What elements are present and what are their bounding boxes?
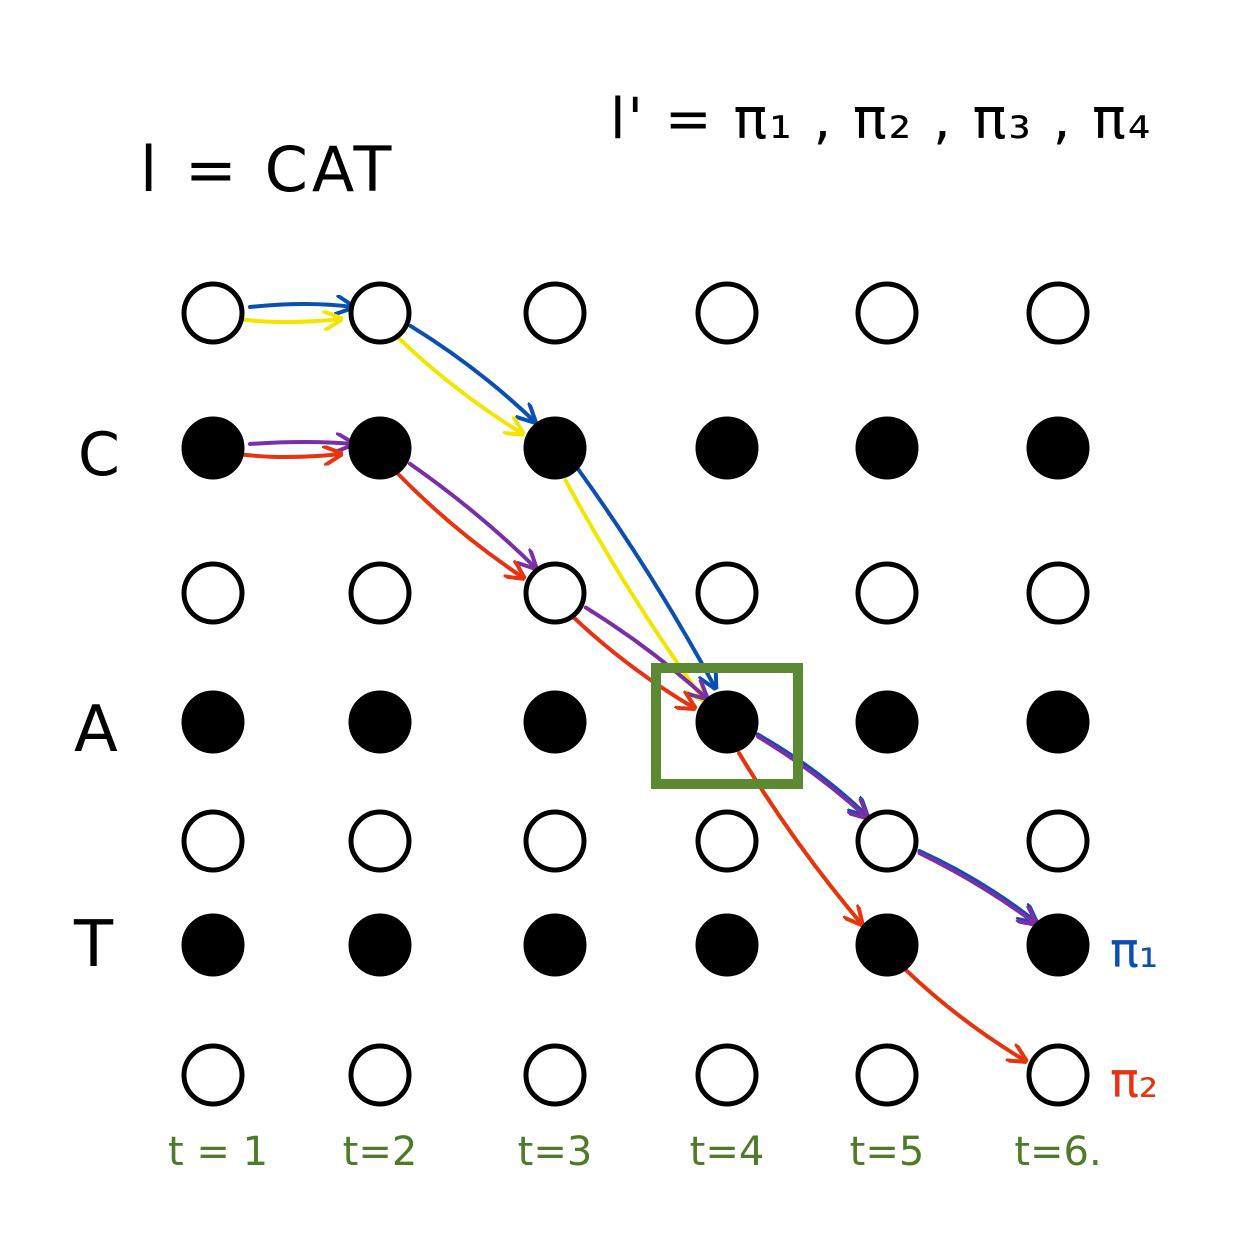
path-3-segment-0 — [236, 454, 341, 457]
empty-node-r0-c4 — [855, 281, 919, 345]
equation-l: l = CAT — [140, 133, 396, 206]
empty-node-r6-c0 — [181, 1043, 245, 1107]
filled-node-r1-c1 — [348, 416, 412, 480]
empty-node-r6-c4 — [855, 1043, 919, 1107]
path-3-segment-1 — [395, 471, 524, 578]
time-label-5: t=5 — [850, 1129, 925, 1175]
filled-node-r5-c0 — [181, 913, 245, 977]
empty-node-r0-c3 — [695, 281, 759, 345]
empty-node-r4-c1 — [348, 809, 412, 873]
time-label-2: t=2 — [343, 1129, 418, 1175]
filled-node-r1-c2 — [523, 416, 587, 480]
empty-node-r2-c4 — [855, 561, 919, 625]
empty-node-r6-c1 — [348, 1043, 412, 1107]
path-label-0: π₁ — [1110, 923, 1158, 979]
highlight-box — [651, 663, 803, 789]
path-3-segment-2 — [571, 615, 695, 709]
alignment-paths — [236, 304, 1036, 1061]
empty-node-r4-c2 — [523, 809, 587, 873]
row-label-t: T — [74, 908, 114, 982]
filled-node-r5-c3 — [695, 913, 759, 977]
empty-node-r2-c3 — [695, 561, 759, 625]
path-3-segment-4 — [903, 967, 1026, 1061]
path-1-segment-2 — [563, 478, 703, 700]
empty-node-r4-c5 — [1026, 809, 1090, 873]
filled-node-r3-c4 — [855, 690, 919, 754]
filled-node-r5-c5 — [1026, 913, 1090, 977]
path-2-segment-2 — [583, 605, 707, 699]
filled-node-r5-c1 — [348, 913, 412, 977]
path-0-segment-1 — [408, 323, 535, 422]
empty-node-r6-c5 — [1026, 1043, 1090, 1107]
time-label-6: t=6. — [1014, 1129, 1101, 1175]
filled-node-r3-c2 — [523, 690, 587, 754]
empty-node-r0-c5 — [1026, 281, 1090, 345]
path-0-segment-0 — [248, 304, 353, 307]
path-2-segment-3 — [755, 734, 867, 818]
path-1-segment-0 — [236, 319, 341, 322]
empty-node-r4-c0 — [181, 809, 245, 873]
path-0-segment-2 — [575, 466, 715, 688]
path-1-segment-1 — [396, 335, 523, 434]
path-1-segment-4 — [903, 967, 1026, 1061]
empty-node-r2-c1 — [348, 561, 412, 625]
empty-node-r0-c2 — [523, 281, 587, 345]
time-label-1: t = 1 — [168, 1129, 268, 1175]
empty-node-r2-c2 — [523, 561, 587, 625]
path-label-3: π₂ — [1110, 1053, 1158, 1109]
time-axis-labels: t = 1 t=2 t=3 t=4 t=5 t=6. — [168, 1129, 1102, 1175]
empty-node-r2-c5 — [1026, 561, 1090, 625]
path-labels: π₁ π₂ — [1110, 923, 1158, 1109]
filled-node-r1-c0 — [181, 416, 245, 480]
filled-node-r1-c4 — [855, 416, 919, 480]
empty-node-r0-c0 — [181, 281, 245, 345]
lattice-nodes — [181, 281, 1090, 1107]
empty-node-r0-c1 — [348, 281, 412, 345]
filled-node-r1-c5 — [1026, 416, 1090, 480]
filled-node-r3-c3 — [695, 690, 759, 754]
path-2-segment-4 — [917, 851, 1035, 924]
empty-node-r4-c4 — [855, 809, 919, 873]
filled-node-r3-c1 — [348, 690, 412, 754]
filled-node-r1-c3 — [695, 416, 759, 480]
time-label-4: t=4 — [690, 1129, 765, 1175]
empty-node-r6-c3 — [695, 1043, 759, 1107]
path-2-segment-1 — [407, 461, 536, 568]
path-3-segment-3 — [737, 751, 862, 924]
path-2-segment-0 — [248, 442, 353, 444]
row-label-a: A — [74, 693, 118, 767]
empty-node-r2-c0 — [181, 561, 245, 625]
filled-node-r3-c5 — [1026, 690, 1090, 754]
empty-node-r6-c2 — [523, 1043, 587, 1107]
equation-l-prime: l' = π₁ , π₂ , π₃ , π₄ — [610, 87, 1153, 152]
row-label-c: C — [78, 420, 120, 490]
filled-node-r5-c2 — [523, 913, 587, 977]
filled-node-r3-c0 — [181, 690, 245, 754]
filled-node-r5-c4 — [855, 913, 919, 977]
time-label-3: t=3 — [518, 1129, 593, 1175]
empty-node-r4-c3 — [695, 809, 759, 873]
